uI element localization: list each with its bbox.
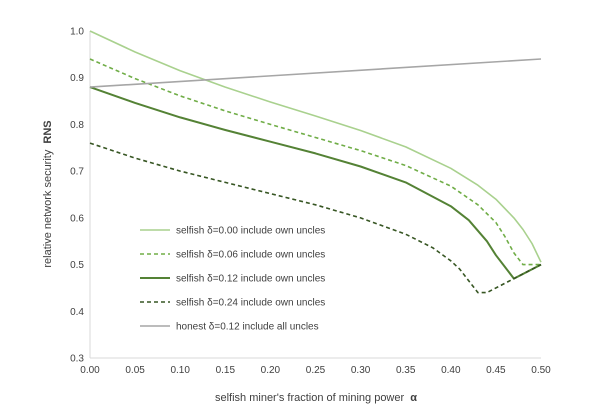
x-tick-label: 0.10 (170, 365, 190, 376)
y-tick-label: 0.7 (70, 167, 84, 178)
x-tick-label: 0.25 (306, 365, 326, 376)
x-tick-label: 0.35 (396, 365, 416, 376)
y-tick-label: 0.6 (70, 213, 84, 224)
series-line-5 (89, 58, 542, 88)
legend-label: selfish δ=0.12 include own uncles (176, 274, 325, 285)
y-tick-label: 1.0 (70, 27, 84, 38)
x-tick-label: 0.40 (441, 365, 461, 376)
legend-label: selfish δ=0.24 include own uncles (176, 298, 325, 309)
x-axis-symbol: α (410, 392, 417, 404)
series-line-4 (89, 142, 542, 294)
y-tick-label: 0.9 (70, 73, 84, 84)
legend-label: selfish δ=0.06 include own uncles (176, 250, 325, 261)
x-axis-title: selfish miner's fraction of mining power… (215, 392, 417, 404)
y-tick-label: 0.8 (70, 120, 84, 131)
x-tick-label: 0.15 (216, 365, 236, 376)
y-tick-labels: 0.3 0.4 0.5 0.6 0.7 0.8 0.9 1.0 (70, 27, 84, 365)
x-tick-label: 0.45 (486, 365, 506, 376)
x-tick-label: 0.05 (125, 365, 145, 376)
y-tick-label: 0.5 (70, 260, 84, 271)
y-axis-title-text: relative network security (42, 149, 54, 267)
x-tick-label: 0.00 (80, 365, 100, 376)
legend-label: honest δ=0.12 include all uncles (176, 322, 319, 333)
legend-label: selfish δ=0.00 include own uncles (176, 226, 325, 237)
y-tick-label: 0.4 (70, 307, 84, 318)
series-line-2 (89, 58, 541, 266)
x-tick-label: 0.50 (531, 365, 551, 376)
series-line-3 (89, 86, 542, 280)
x-tick-label: 0.20 (261, 365, 281, 376)
series-line-1 (89, 30, 542, 263)
x-axis-title-text: selfish miner's fraction of mining power (215, 392, 405, 404)
y-axis-symbol: RNS (42, 120, 54, 143)
y-tick-label: 0.3 (70, 354, 84, 365)
x-tick-labels: 0.00 0.05 0.10 0.15 0.20 0.25 0.30 0.35 0.40 0.45… (80, 365, 551, 376)
axes (89, 31, 541, 359)
y-axis-title: relative network security RNS (42, 120, 54, 267)
x-tick-label: 0.30 (351, 365, 371, 376)
series-lines (89, 30, 542, 294)
legend: selfish δ=0.00 include own uncles selfish… (140, 226, 325, 333)
